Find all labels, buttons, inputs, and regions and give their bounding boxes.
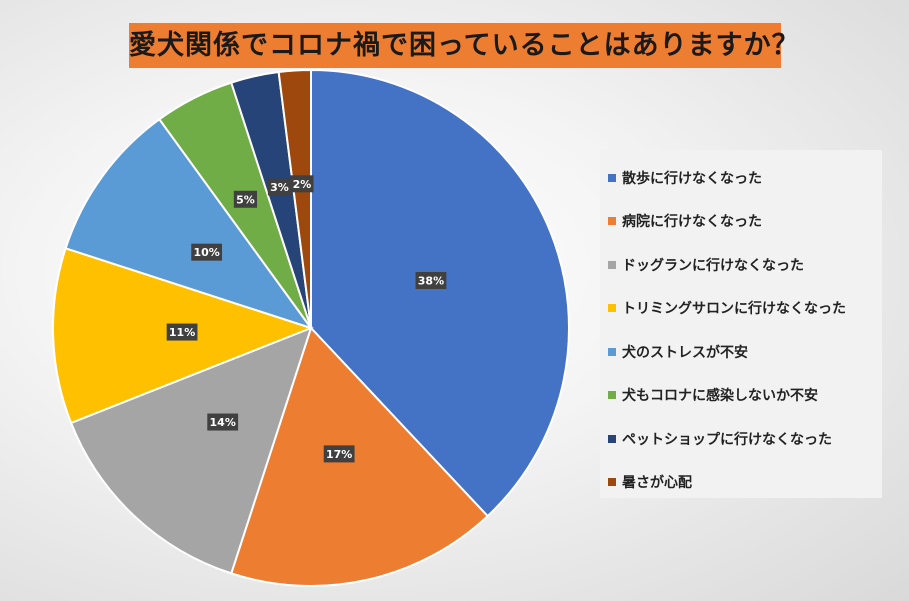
legend-label: 犬のストレスが不安 [622,344,748,361]
pie-slices [52,68,570,587]
legend-label: 病院に行けなくなった [622,214,762,231]
legend-label: ドッグランに行けなくなった [622,257,804,274]
legend-item-7: ペットショップに行けなくなった [600,417,882,461]
data-label-text: 38% [418,275,444,288]
data-label-text: 17% [326,448,352,461]
legend-label: 散歩に行けなくなった [622,170,762,187]
legend-item-4: トリミングサロンに行けなくなった [600,287,882,331]
chart-title: 愛犬関係でコロナ禍で困っていることはありますか？ [129,23,799,68]
pie-slice-2 [230,326,490,587]
legend-label: ペットショップに行けなくなった [622,431,832,448]
data-label-text: 14% [210,416,236,429]
legend-label: トリミングサロンに行けなくなった [622,301,846,318]
legend-swatch [608,217,616,226]
data-label-text: 5% [236,193,255,206]
data-labels: 38% 17% 14% 11% 10% 5% 3% 2% [166,175,447,463]
legend-swatch [608,391,616,400]
data-label-background [415,272,447,290]
legend-item-1: 散歩に行けなくなった [600,156,882,200]
data-label-2: 17% [323,445,355,463]
data-label-1: 38% [415,272,447,290]
data-label-text: 3% [270,181,289,194]
legend-swatch [608,173,616,182]
data-label-background [207,413,239,431]
pie-slice-3 [69,326,313,575]
pie-slice-5 [64,117,314,330]
legend-swatch [608,347,616,356]
pie-slice-8 [277,68,312,329]
data-label-4: 11% [166,323,198,341]
legend-swatch [608,260,616,269]
data-label-background [323,445,355,463]
data-label-6: 5% [233,190,258,208]
legend: 散歩に行けなくなった 病院に行けなくなったドッグランに行けなくなったトリミングサロ… [600,150,882,498]
legend-label: 犬もコロナに感染しないか不安 [622,388,818,405]
data-label-8: 2% [290,175,314,193]
data-label-background [166,323,198,341]
legend-item-6: 犬もコロナに感染しないか不安 [600,374,882,418]
data-label-background [233,190,258,208]
data-label-background [267,178,292,196]
legend-item-2: 病院に行けなくなった [600,200,882,244]
data-label-text: 2% [293,178,312,191]
data-label-text: 11% [169,326,195,339]
data-label-7: 3% [267,178,292,196]
data-label-3: 14% [207,413,239,431]
legend-item-5: 犬のストレスが不安 [600,330,882,374]
legend-label: 暑さが心配 [622,475,692,492]
legend-item-8: 暑さが心配 [600,461,882,505]
legend-swatch [608,434,616,443]
data-label-text: 10% [193,246,219,259]
legend-item-3: ドッグランに行けなくなった [600,243,882,287]
data-label-background [290,175,314,193]
data-label-5: 10% [191,243,223,261]
legend-swatch [608,304,616,313]
legend-swatch [608,478,616,487]
data-label-background [191,243,223,261]
pie-slice-1 [310,68,570,518]
